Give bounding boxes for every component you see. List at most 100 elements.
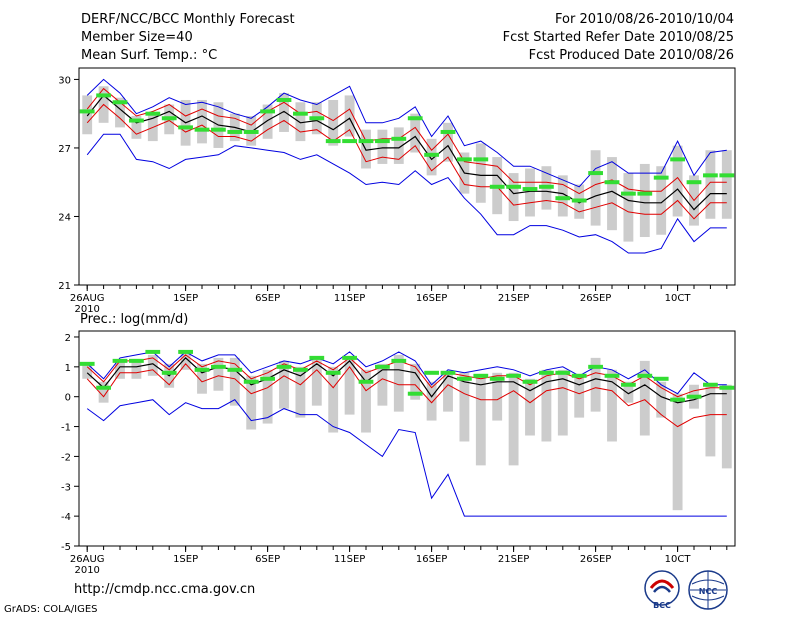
temperature-spread-bar (328, 99, 339, 146)
temperature-spread-bar (672, 145, 683, 217)
temperature-spread-bar (82, 95, 93, 135)
precipitation-spread-bar (180, 351, 191, 370)
temperature-member-marker (670, 157, 685, 162)
precipitation-ytick-label: 1 (65, 363, 71, 374)
temperature-spread-bar (705, 150, 716, 219)
precipitation-xtick-label: 11SEP (334, 554, 365, 565)
precipitation-max-line (86, 351, 727, 395)
temperature-member-marker (325, 139, 341, 144)
temperature-member-marker (194, 127, 210, 132)
precipitation-spread-bar (229, 357, 240, 406)
precipitation-member-marker (293, 367, 308, 372)
precipitation-member-marker (522, 379, 538, 384)
temperature-spread-bar (426, 138, 437, 176)
precipitation-spread-bar (656, 381, 667, 418)
temperature-member-marker (227, 129, 243, 134)
precipitation-member-marker (112, 358, 128, 363)
precipitation-member-marker (375, 364, 390, 369)
precipitation-spread-bar (246, 375, 257, 430)
temperature-member-marker (473, 157, 489, 162)
precipitation-spread-bar (475, 375, 486, 466)
precipitation-member-marker (211, 364, 226, 369)
temperature-member-marker (276, 97, 292, 102)
precipitation-min-line (86, 399, 727, 517)
temperature-std-upper-line (86, 87, 727, 202)
ncc-logo-text: NCC (699, 587, 718, 596)
precipitation-xtick-label: 16SEP (416, 554, 447, 565)
precipitation-spread-bar (590, 357, 601, 412)
precipitation-ytick-label: -5 (61, 542, 71, 553)
precipitation-spread-bar (344, 357, 355, 415)
precipitation-xtick-label: 6SEP (255, 554, 280, 565)
precipitation-spread-bar (82, 363, 93, 379)
temperature-member-marker (506, 184, 521, 189)
temperature-member-marker (79, 109, 95, 114)
precipitation-spread-bar (410, 363, 421, 400)
temperature-member-marker (358, 139, 374, 144)
precipitation-panel-title: Prec.: log(mm/d) (80, 312, 188, 327)
precipitation-ytick-label: -3 (61, 482, 71, 493)
temperature-spread-bar (557, 175, 568, 217)
temperature-spread-bar (475, 143, 486, 203)
temperature-spread-bar (295, 102, 306, 142)
bcc-logo-text: BCC (653, 601, 671, 610)
precipitation-member-marker (473, 373, 489, 378)
temperature-spread-bar (656, 166, 667, 235)
precipitation-member-marker (555, 370, 571, 375)
temperature-xtick-label: 6SEP (255, 293, 280, 304)
temperature-spread-bar (115, 97, 125, 128)
temperature-xtick-label: 21SEP (498, 293, 529, 304)
temperature-xtick-label: 26SEP (580, 293, 611, 304)
precipitation-spread-bar (639, 360, 650, 436)
temperature-member-marker (96, 93, 111, 98)
temperature-spread-bar (344, 95, 355, 137)
temperature-spread-bar (393, 127, 404, 164)
precipitation-plot-frame (78, 330, 736, 547)
temperature-spread-bar (197, 99, 207, 144)
precipitation-spread-bar (623, 381, 634, 403)
temperature-member-marker (637, 191, 653, 196)
ncc-logo: NCC (688, 570, 728, 610)
member-size-label: Member Size=40 (81, 30, 193, 45)
temperature-spread-bar (279, 93, 289, 132)
temperature-member-marker (522, 187, 538, 192)
temperature-spread-bar (508, 173, 519, 222)
temperature-spread-bar (590, 150, 601, 226)
precipitation-spread-bar (508, 372, 519, 466)
temperature-max-line (86, 78, 727, 188)
website-url[interactable]: http://cmdp.ncc.cma.gov.cn (74, 582, 256, 597)
precipitation-spread-bar (262, 369, 273, 424)
grads-credit: GrADS: COLA/IGES (4, 604, 98, 615)
precipitation-member-marker (703, 382, 718, 387)
temperature-member-marker (457, 157, 472, 162)
temperature-xtick-sublabel: 2010 (74, 304, 99, 315)
temperature-member-marker (260, 109, 275, 114)
temperature-spread-bar (639, 163, 650, 238)
precipitation-ytick-label: 2 (65, 333, 71, 344)
precipitation-std-upper-line (86, 354, 727, 398)
precipitation-spread-bar (115, 360, 125, 379)
precipitation-spread-bar (131, 360, 142, 379)
temperature-ytick-label: 27 (58, 144, 71, 155)
precipitation-spread-bar (541, 369, 552, 442)
precipitation-member-marker (161, 370, 177, 375)
precipitation-member-marker (358, 379, 374, 384)
precipitation-member-marker (96, 385, 111, 390)
precipitation-ytick-label: -2 (61, 452, 71, 463)
precipitation-ytick-label: -1 (61, 423, 71, 434)
temperature-plot-frame (78, 67, 736, 286)
temperature-member-marker (391, 136, 407, 141)
precipitation-member-marker (424, 370, 439, 375)
temperature-member-marker (293, 111, 308, 116)
precipitation-member-marker (539, 370, 554, 375)
bcc-logo: BCC (644, 570, 680, 610)
temperature-spread-bar (721, 150, 732, 219)
temperature-spread-bar (262, 104, 273, 139)
temperature-member-marker (309, 116, 325, 121)
precipitation-spread-bar (98, 381, 109, 403)
precipitation-spread-bar (295, 366, 306, 418)
temperature-ytick-label: 30 (58, 75, 71, 86)
temperature-xtick-label: 16SEP (416, 293, 447, 304)
precipitation-member-marker (260, 376, 275, 381)
temperature-xtick-label: 26AUG (70, 293, 105, 304)
